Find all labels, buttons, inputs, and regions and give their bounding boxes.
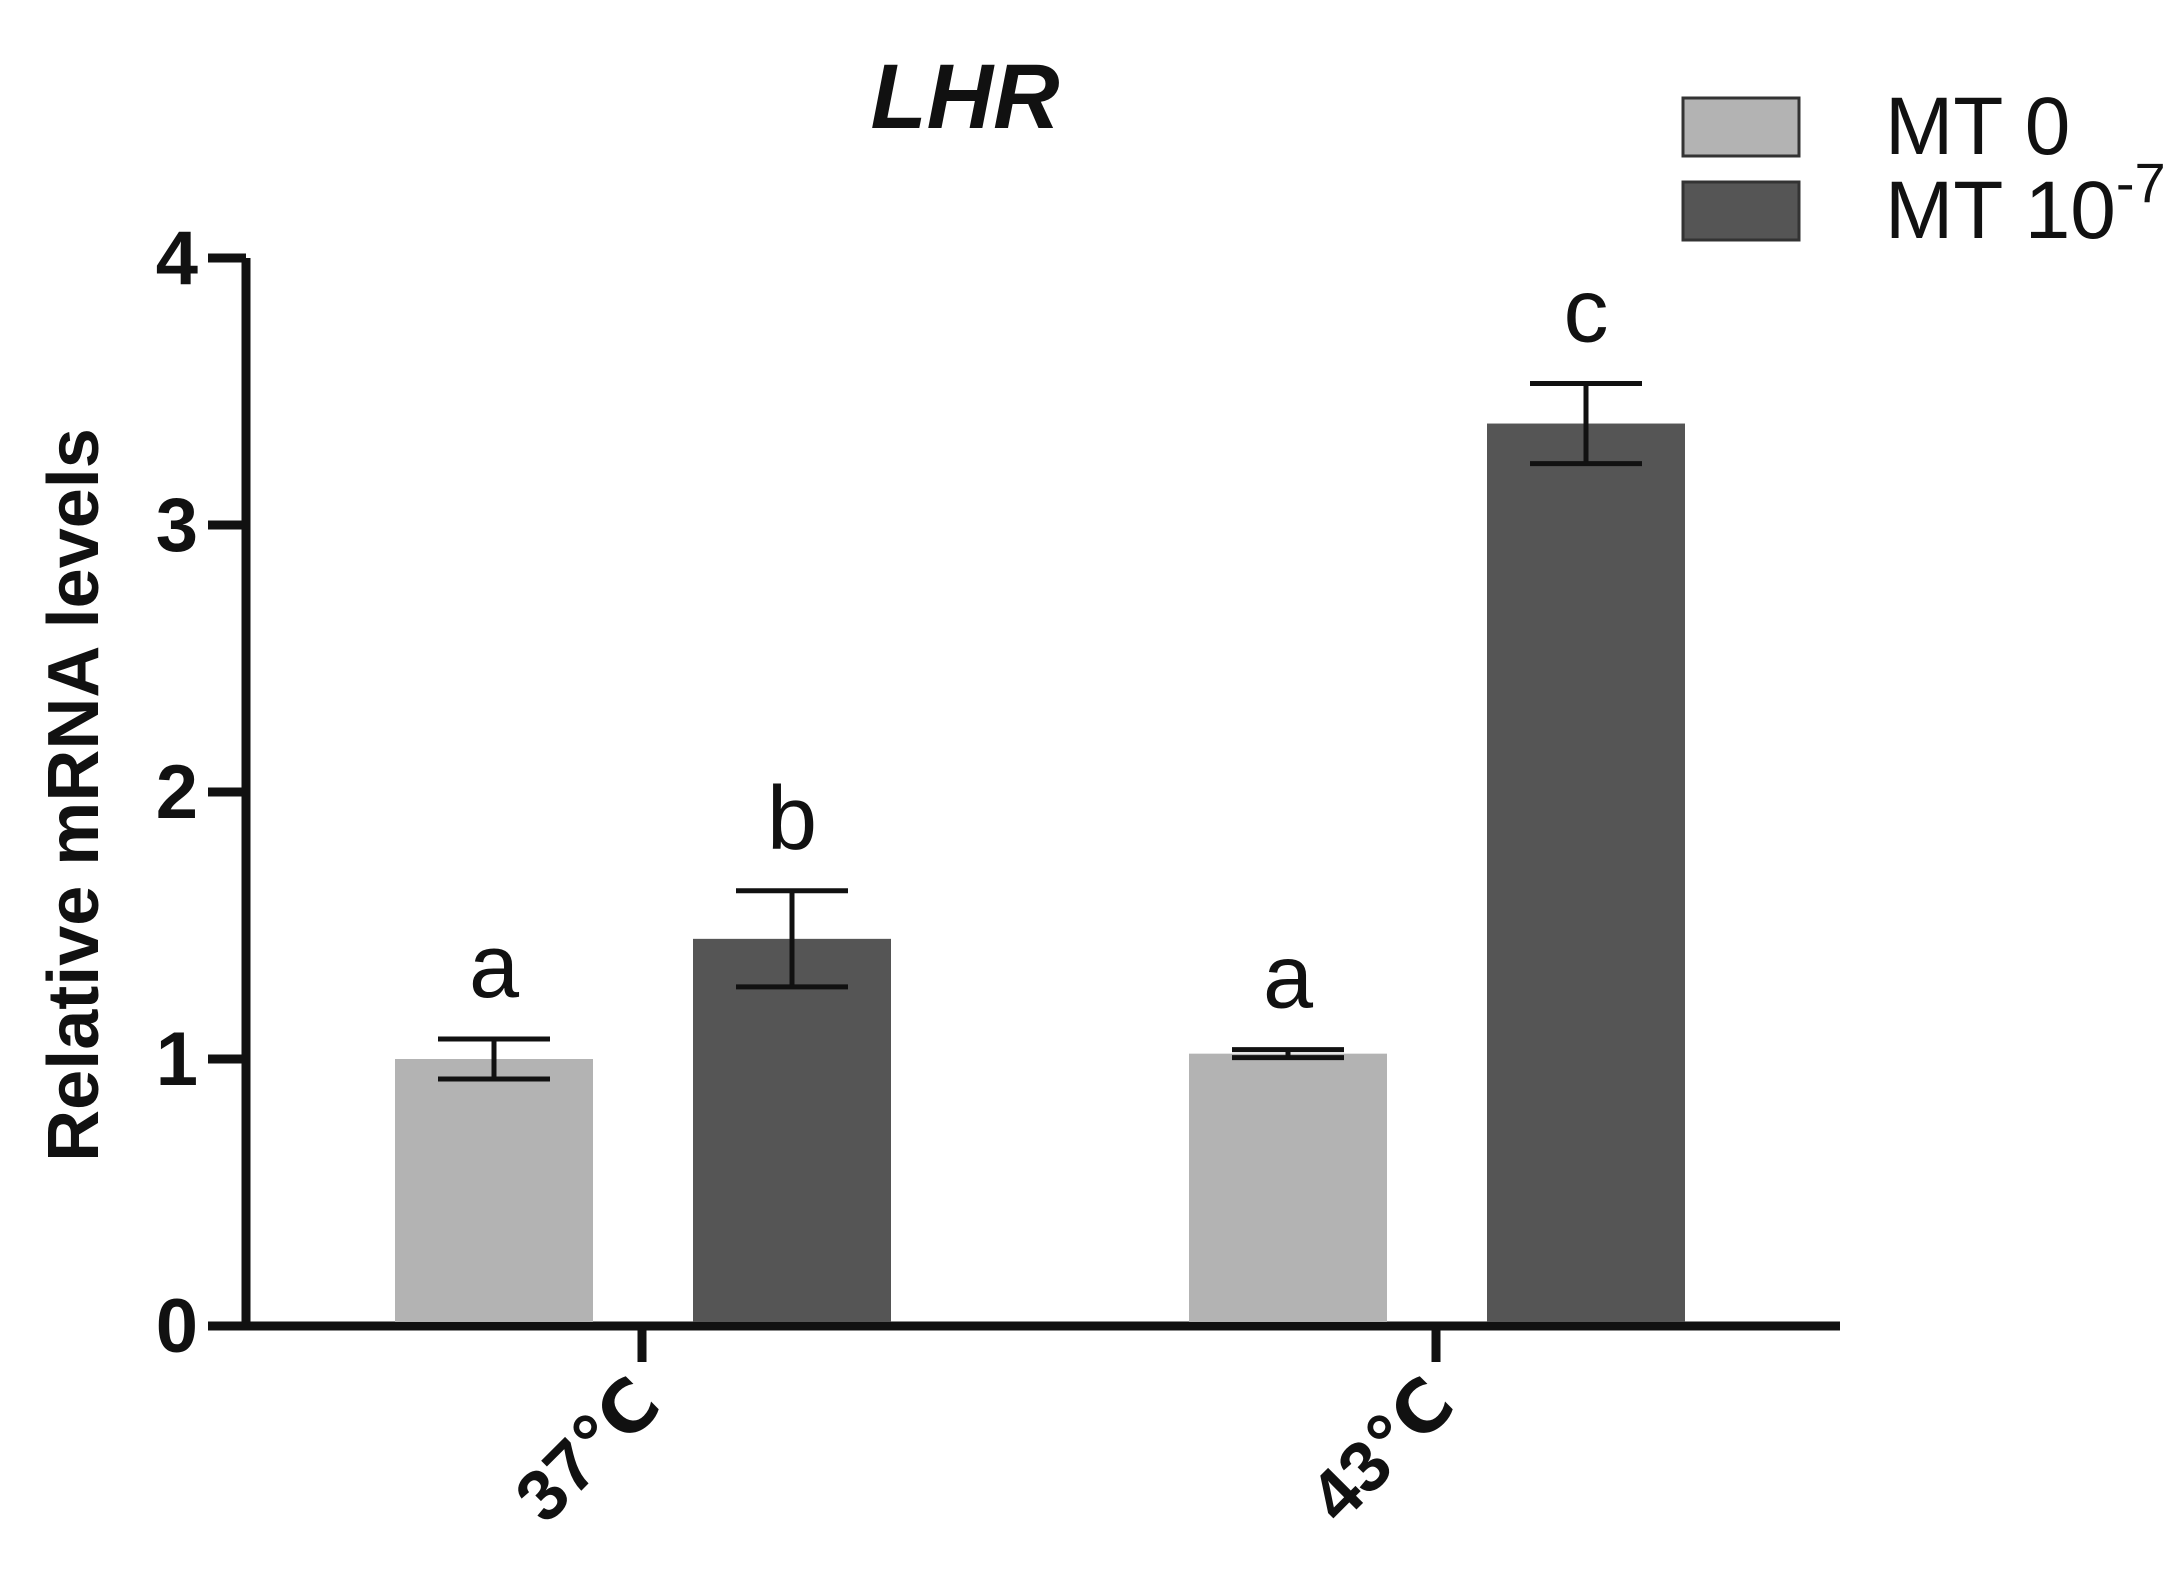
y-ticks: 0 1 2 3 4: [156, 216, 246, 1369]
legend-swatch: [1681, 180, 1801, 242]
bars: a a b c: [395, 261, 1685, 1322]
x-ticks: 37℃ 43℃: [500, 1326, 1469, 1538]
bar-mt10-7-43c: [1487, 423, 1685, 1322]
error-bar: [1530, 380, 1642, 467]
legend: MT 0MT 10-7: [1681, 81, 2166, 256]
error-bar: [1232, 1047, 1344, 1061]
y-axis-label: Relative mRNA levels: [34, 428, 114, 1162]
bar-mt0-37c: [395, 1059, 593, 1322]
error-bar: [736, 888, 848, 990]
x-tick-label: 37℃: [500, 1363, 675, 1538]
y-tick-label: 3: [156, 483, 198, 568]
legend-label: MT 10-7: [1885, 151, 2166, 256]
bar-mt10-7-37c: [693, 938, 891, 1322]
y-tick-label: 0: [156, 1284, 198, 1369]
error-bar: [438, 1036, 550, 1082]
significance-letter: b: [767, 769, 817, 869]
y-tick-label: 1: [156, 1017, 198, 1102]
y-tick-label: 2: [156, 750, 198, 835]
significance-letter: a: [1263, 928, 1314, 1028]
chart-title: LHR: [870, 46, 1059, 148]
legend-swatch: [1681, 96, 1801, 158]
x-tick-label: 43℃: [1294, 1363, 1469, 1538]
significance-letter: c: [1564, 261, 1609, 361]
legend-label: MT 0: [1885, 81, 2070, 172]
bar-mt0-43c: [1189, 1053, 1387, 1322]
y-tick-label: 4: [156, 216, 198, 301]
significance-letter: a: [469, 917, 520, 1017]
